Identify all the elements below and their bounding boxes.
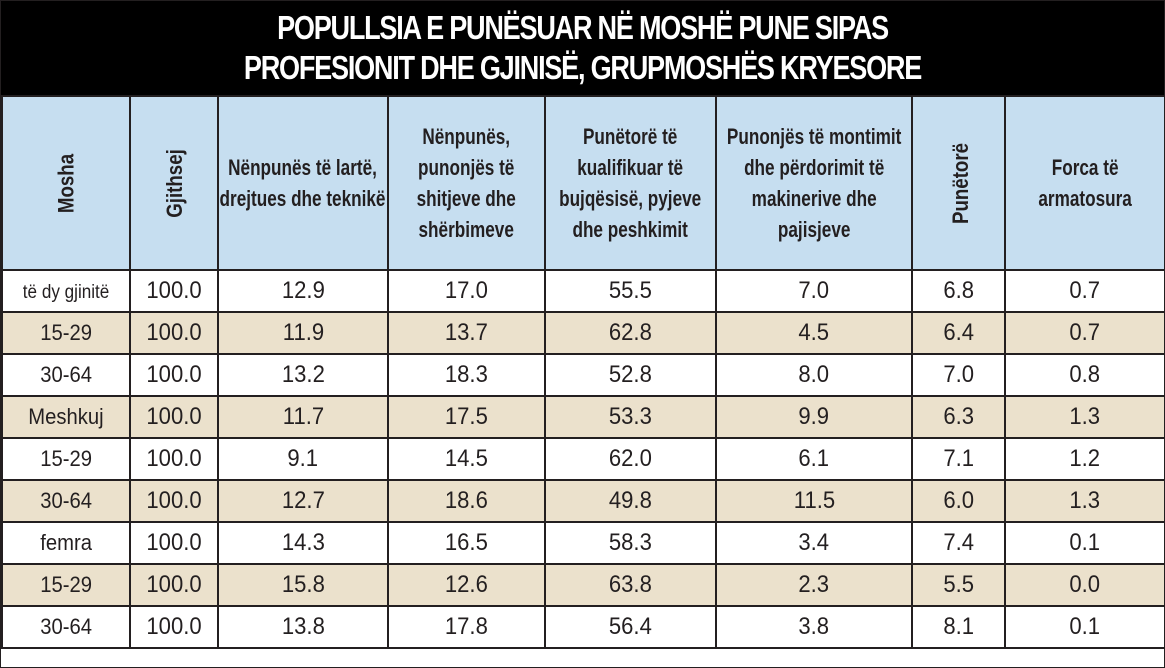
value-cell: 53.3 <box>544 395 717 439</box>
value-cell: 6.4 <box>911 311 1006 355</box>
value-cell: 1.3 <box>1004 395 1165 439</box>
value-cell: 9.1 <box>217 437 389 481</box>
value-cell: 13.8 <box>217 605 389 649</box>
value-cell: 0.1 <box>1004 521 1165 565</box>
value-cell: 58.3 <box>544 521 717 565</box>
value-cell: 0.1 <box>1004 605 1165 649</box>
value-cell: 63.8 <box>544 563 717 607</box>
header-bujqesi: Punëtorë të kualifikuar të bujqësisë, py… <box>544 95 717 271</box>
value-cell: 17.5 <box>387 395 546 439</box>
value-cell: 13.2 <box>217 353 389 397</box>
value-cell: 3.4 <box>715 521 913 565</box>
figure-title: POPULLSIA E PUNËSUAR NË MOSHË PUNE SIPAS… <box>1 1 1164 95</box>
value-cell: 7.4 <box>911 521 1006 565</box>
table-row: 30-64 100.0 13.2 18.3 52.8 8.0 7.0 0.8 <box>1 353 1165 397</box>
value-cell: 62.8 <box>544 311 717 355</box>
header-mosha: Mosha <box>1 95 131 271</box>
row-label-cell: të dy gjinitë <box>1 269 131 313</box>
value-cell: 100.0 <box>129 605 219 649</box>
value-cell: 7.0 <box>715 269 913 313</box>
value-cell: 100.0 <box>129 311 219 355</box>
row-label-cell: 30-64 <box>1 605 131 649</box>
value-cell: 6.3 <box>911 395 1006 439</box>
value-cell: 8.1 <box>911 605 1006 649</box>
value-cell: 6.0 <box>911 479 1006 523</box>
value-cell: 100.0 <box>129 437 219 481</box>
value-cell: 100.0 <box>129 479 219 523</box>
value-cell: 16.5 <box>387 521 546 565</box>
table-row: 15-29 100.0 11.9 13.7 62.8 4.5 6.4 0.7 <box>1 311 1165 355</box>
value-cell: 15.8 <box>217 563 389 607</box>
value-cell: 100.0 <box>129 521 219 565</box>
value-cell: 100.0 <box>129 395 219 439</box>
row-label-cell: 15-29 <box>1 563 131 607</box>
table-row: Meshkuj 100.0 11.7 17.5 53.3 9.9 6.3 1.3 <box>1 395 1165 439</box>
table-row: 15-29 100.0 15.8 12.6 63.8 2.3 5.5 0.0 <box>1 563 1165 607</box>
header-punetore: Punëtorë <box>911 95 1006 271</box>
value-cell: 0.7 <box>1004 311 1165 355</box>
value-cell: 14.5 <box>387 437 546 481</box>
value-cell: 100.0 <box>129 563 219 607</box>
value-cell: 2.3 <box>715 563 913 607</box>
value-cell: 100.0 <box>129 269 219 313</box>
value-cell: 13.7 <box>387 311 546 355</box>
table-row: femra 100.0 14.3 16.5 58.3 3.4 7.4 0.1 <box>1 521 1165 565</box>
value-cell: 6.8 <box>911 269 1006 313</box>
header-montimi: Punonjës të montimit dhe përdorimit të m… <box>715 95 913 271</box>
value-cell: 12.7 <box>217 479 389 523</box>
value-cell: 56.4 <box>544 605 717 649</box>
title-line-2: PROFESIONIT DHE GJINISË, GRUPMOSHËS KRYE… <box>243 49 922 86</box>
value-cell: 55.5 <box>544 269 717 313</box>
value-cell: 1.2 <box>1004 437 1165 481</box>
header-nenpunes-shitje: Nënpunës, punonjës të shitjeve dhe shërb… <box>387 95 546 271</box>
table-row: 30-64 100.0 12.7 18.6 49.8 11.5 6.0 1.3 <box>1 479 1165 523</box>
value-cell: 17.0 <box>387 269 546 313</box>
value-cell: 3.8 <box>715 605 913 649</box>
title-line-1: POPULLSIA E PUNËSUAR NË MOSHË PUNE SIPAS <box>277 9 889 46</box>
value-cell: 12.9 <box>217 269 389 313</box>
value-cell: 5.5 <box>911 563 1006 607</box>
table-row: 15-29 100.0 9.1 14.5 62.0 6.1 7.1 1.2 <box>1 437 1165 481</box>
row-label-cell: Meshkuj <box>1 395 131 439</box>
row-label-cell: 30-64 <box>1 479 131 523</box>
row-label-cell: femra <box>1 521 131 565</box>
value-cell: 0.8 <box>1004 353 1165 397</box>
header-nenpunes-larte: Nënpunës të lartë, drejtues dhe teknikë <box>217 95 389 271</box>
value-cell: 4.5 <box>715 311 913 355</box>
value-cell: 11.5 <box>715 479 913 523</box>
table-row: 30-64 100.0 13.8 17.8 56.4 3.8 8.1 0.1 <box>1 605 1165 649</box>
value-cell: 8.0 <box>715 353 913 397</box>
row-label-cell: 15-29 <box>1 437 131 481</box>
header-gjithsej: Gjithsej <box>129 95 219 271</box>
row-label-cell: 30-64 <box>1 353 131 397</box>
data-table: Mosha Gjithsej Nënpunës të lartë, drejtu… <box>1 95 1165 649</box>
value-cell: 17.8 <box>387 605 546 649</box>
value-cell: 0.0 <box>1004 563 1165 607</box>
value-cell: 100.0 <box>129 353 219 397</box>
value-cell: 7.1 <box>911 437 1006 481</box>
value-cell: 49.8 <box>544 479 717 523</box>
value-cell: 0.7 <box>1004 269 1165 313</box>
value-cell: 18.6 <box>387 479 546 523</box>
row-label-cell: 15-29 <box>1 311 131 355</box>
value-cell: 12.6 <box>387 563 546 607</box>
value-cell: 14.3 <box>217 521 389 565</box>
table-row: të dy gjinitë 100.0 12.9 17.0 55.5 7.0 6.8 0.7 <box>1 269 1165 313</box>
header-row: Mosha Gjithsej Nënpunës të lartë, drejtu… <box>1 95 1165 271</box>
header-forca: Forca të armatosura <box>1004 95 1165 271</box>
value-cell: 9.9 <box>715 395 913 439</box>
value-cell: 11.9 <box>217 311 389 355</box>
value-cell: 7.0 <box>911 353 1006 397</box>
value-cell: 18.3 <box>387 353 546 397</box>
value-cell: 62.0 <box>544 437 717 481</box>
value-cell: 52.8 <box>544 353 717 397</box>
value-cell: 11.7 <box>217 395 389 439</box>
value-cell: 1.3 <box>1004 479 1165 523</box>
value-cell: 6.1 <box>715 437 913 481</box>
